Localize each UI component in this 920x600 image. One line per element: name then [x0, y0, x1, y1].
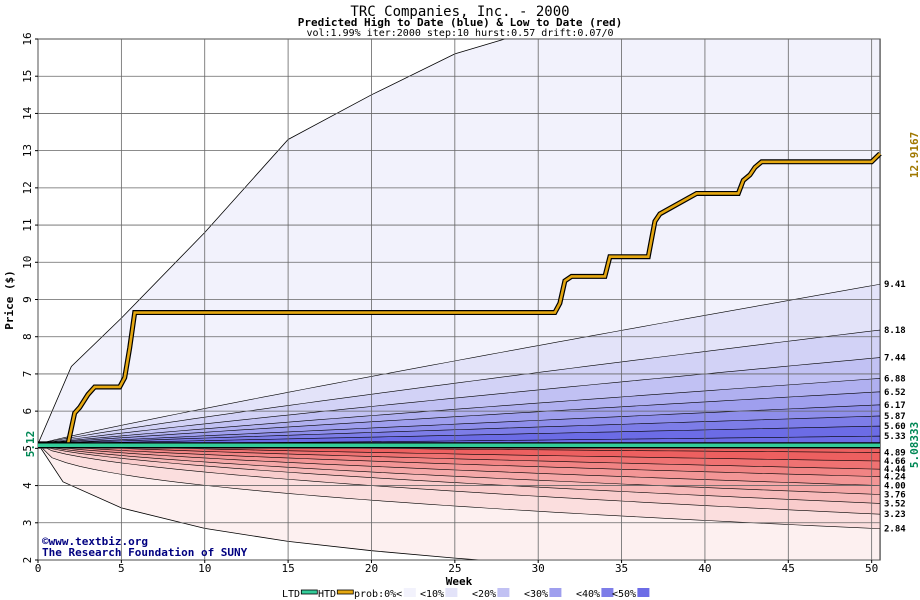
legend-label: HTD: [318, 589, 336, 600]
axes: 0 5 10 15 20 25 30 35 40 45 5023456789101112131415…: [21, 32, 878, 575]
y-tick-label: 7: [21, 371, 34, 378]
y-tick-label: 2: [21, 557, 34, 564]
x-tick-label: 10: [198, 562, 211, 575]
legend-label: <40%: [576, 589, 600, 600]
lower-end-label: 4.24: [884, 473, 906, 483]
x-tick-label: 5: [118, 562, 125, 575]
start-price-label: 5.12: [24, 431, 37, 458]
x-tick-label: 45: [782, 562, 795, 575]
legend-swatch: [403, 588, 416, 597]
y-tick-label: 15: [21, 70, 34, 83]
upper-end-label: 7.44: [884, 354, 906, 364]
chart-subtitle: Predicted High to Date (blue) & Low to D…: [298, 16, 623, 29]
x-axis-label: Week: [446, 575, 473, 588]
upper-end-label: 6.52: [884, 388, 906, 398]
chart-title: TRC Companies, Inc. - 2000: [350, 4, 569, 20]
lower-end-label: 4.44: [884, 465, 906, 475]
x-tick-label: 35: [615, 562, 628, 575]
x-tick-label: 15: [281, 562, 294, 575]
y-tick-label: 16: [21, 32, 34, 45]
upper-end-label: 8.18: [884, 326, 906, 336]
x-tick-label: 30: [532, 562, 545, 575]
y-tick-label: 11: [21, 218, 34, 231]
y-tick-label: 3: [21, 519, 34, 526]
y-tick-label: 4: [21, 482, 34, 489]
legend-swatch: [336, 589, 354, 595]
upper-end-label: 6.88: [884, 374, 906, 384]
series-lines: [38, 151, 882, 449]
x-tick-label: 20: [365, 562, 378, 575]
upper-end-label: 5.60: [884, 422, 906, 432]
x-tick-label: 50: [865, 562, 878, 575]
lower-end-label: 2.84: [884, 525, 906, 535]
legend-swatch: [549, 588, 562, 597]
legend-label: <20%: [472, 589, 496, 600]
lower-end-label: 4.66: [884, 457, 906, 467]
x-tick-label: 25: [448, 562, 461, 575]
lower-end-label: 4.89: [884, 448, 906, 458]
upper-end-label: 9.41: [884, 280, 906, 290]
legend-label: <50%: [612, 589, 636, 600]
legend-swatch: [445, 588, 458, 597]
y-axis-label: Price ($): [3, 270, 16, 330]
chart-params: vol:1.99% iter:2000 step:10 hurst:0.57 d…: [306, 28, 613, 39]
low-value-label: 5.08333: [908, 422, 920, 468]
y-tick-label: 14: [21, 106, 34, 120]
watermark-line1: ©www.textbiz.org: [42, 535, 148, 548]
watermark-line2: The Research Foundation of SUNY: [42, 546, 248, 559]
lower-end-label: 3.52: [884, 499, 906, 509]
legend-label: <30%: [524, 589, 548, 600]
upper-end-label: 5.33: [884, 432, 906, 442]
lower-end-label: 4.00: [884, 482, 906, 492]
y-tick-label: 6: [21, 408, 34, 415]
y-tick-label: 12: [21, 181, 34, 194]
legend-swatch: [601, 588, 614, 597]
legend-swatch: [637, 588, 650, 597]
legend-label: LTD: [282, 589, 300, 600]
upper-end-label: 6.17: [884, 401, 906, 411]
band-end-labels: 9.41 8.18 7.44 6.88 6.52 6.175.875.605.33 4.89…: [884, 280, 906, 534]
lower-end-label: 3.76: [884, 491, 906, 501]
upper-end-label: 5.87: [884, 412, 906, 422]
probability-bands: [38, 39, 880, 560]
grid-lines: [37, 38, 880, 561]
y-tick-label: 5: [21, 445, 34, 452]
x-tick-label: 40: [698, 562, 711, 575]
lower-end-label: 3.23: [884, 510, 906, 520]
y-tick-label: 9: [21, 296, 34, 303]
legend-swatch: [300, 589, 318, 595]
x-tick-label: 0: [35, 562, 42, 575]
legend: LTD HTD prob:0%< <10% <20% <30% <40% <50%: [282, 588, 650, 600]
legend-label: prob:0%<: [354, 589, 402, 600]
legend-label: <10%: [420, 589, 444, 600]
htd-line: [38, 152, 881, 446]
y-tick-label: 13: [21, 144, 34, 157]
high-value-label: 12.9167: [908, 132, 920, 178]
legend-swatch: [497, 588, 510, 597]
y-tick-label: 10: [21, 256, 34, 269]
y-tick-label: 8: [21, 333, 34, 340]
